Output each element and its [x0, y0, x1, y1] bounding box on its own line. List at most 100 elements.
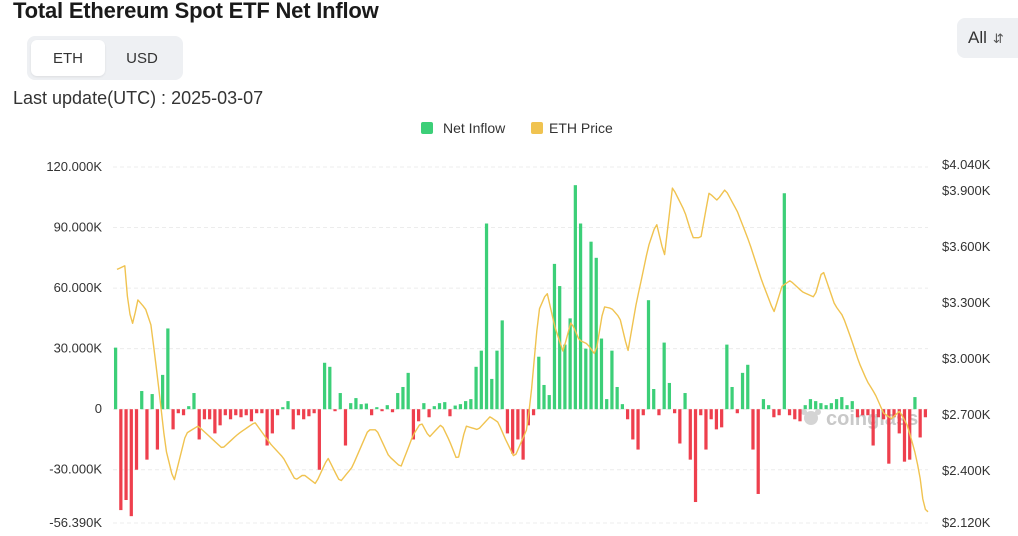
- inflow-bar: [291, 409, 295, 430]
- inflow-bar: [730, 386, 734, 410]
- inflow-bar: [913, 397, 917, 410]
- inflow-bar: [187, 406, 191, 410]
- inflow-bar: [197, 409, 201, 440]
- inflow-bar: [380, 409, 384, 412]
- inflow-bar: [767, 405, 771, 410]
- time-range-select[interactable]: All ⇵: [957, 18, 1018, 58]
- inflow-bar: [834, 399, 839, 410]
- unit-toggle: ETH USD: [27, 36, 183, 80]
- inflow-bar: [625, 409, 630, 420]
- left-tick-label: 90.000K: [54, 220, 103, 235]
- inflow-bar: [129, 409, 133, 517]
- inflow-bar: [657, 409, 661, 416]
- inflow-bar: [897, 409, 901, 434]
- inflow-bar: [349, 403, 353, 410]
- inflow-bar: [265, 409, 269, 446]
- inflow-bar: [385, 405, 389, 410]
- inflow-bar: [213, 409, 217, 434]
- inflow-bar: [474, 366, 478, 410]
- inflow-bar: [239, 409, 243, 418]
- inflow-bar: [202, 409, 207, 420]
- inflow-bar: [281, 407, 285, 410]
- inflow-bar: [302, 409, 306, 420]
- inflow-bar: [845, 405, 849, 410]
- inflow-bar: [422, 403, 426, 410]
- inflow-bar: [396, 393, 400, 410]
- inflow-bar: [458, 404, 463, 410]
- inflow-bar: [578, 223, 583, 410]
- inflow-bar: [218, 409, 222, 426]
- inflow-bar: [808, 399, 813, 410]
- inflow-bar: [746, 364, 750, 410]
- left-tick-label: 30.000K: [54, 341, 103, 356]
- inflow-bar: [829, 403, 833, 410]
- inflow-bar: [594, 257, 598, 410]
- inflow-bar: [892, 409, 896, 418]
- inflow-bar: [819, 403, 823, 410]
- inflow-bar: [155, 409, 160, 450]
- inflow-bar: [787, 409, 792, 416]
- chevron-updown-icon: ⇵: [992, 30, 1004, 46]
- chart-grid: [113, 166, 928, 524]
- eth-price-line: [116, 187, 929, 513]
- right-tick-label: $3.000K: [942, 351, 991, 366]
- inflow-bar: [479, 350, 483, 410]
- inflow-bar: [255, 409, 259, 414]
- inflow-bar: [876, 409, 880, 418]
- inflow-bar: [495, 350, 499, 410]
- inflow-bar: [359, 404, 363, 410]
- inflow-bar: [223, 409, 227, 416]
- left-axis: 120.000K 90.000K 60.000K 30.000K 0 -30.000K -5…: [46, 159, 102, 530]
- inflow-bar: [761, 399, 766, 410]
- left-tick-label: 60.000K: [54, 280, 103, 295]
- inflow-bar: [427, 409, 431, 418]
- inflow-bar: [244, 409, 248, 416]
- legend-item-net-inflow[interactable]: Net Inflow: [421, 120, 506, 136]
- inflow-bar: [464, 401, 468, 410]
- last-update-label: Last update(UTC) :: [13, 88, 172, 108]
- inflow-bar: [552, 263, 557, 410]
- legend-label-net-inflow: Net Inflow: [443, 120, 506, 136]
- inflow-bar: [923, 409, 928, 418]
- inflow-bar: [704, 409, 708, 450]
- inflow-bar: [453, 405, 457, 410]
- inflow-bar: [437, 403, 442, 410]
- unit-usd-button[interactable]: USD: [126, 49, 158, 67]
- unit-eth-button[interactable]: ETH: [31, 40, 105, 76]
- inflow-bar: [443, 402, 447, 410]
- right-tick-label: $2.400K: [942, 463, 991, 478]
- legend-swatch-net-inflow: [421, 122, 433, 134]
- chart-title: Total Ethereum Spot ETF Net Inflow: [13, 0, 379, 23]
- inflow-bar: [798, 409, 802, 422]
- inflow-bar: [673, 409, 677, 414]
- left-tick-label: -56.390K: [49, 515, 102, 530]
- inflow-bar: [599, 338, 604, 410]
- inflow-bar: [573, 185, 577, 410]
- inflow-bar: [793, 409, 797, 420]
- inflow-bar: [270, 409, 274, 434]
- inflow-bar: [887, 409, 891, 464]
- inflow-bar: [568, 318, 572, 410]
- right-tick-label: $3.900K: [942, 183, 991, 198]
- inflow-bar: [615, 386, 619, 410]
- inflow-bar: [537, 356, 541, 410]
- inflow-bar: [145, 409, 149, 460]
- inflow-bar: [312, 409, 316, 414]
- time-range-value: All: [968, 28, 987, 47]
- inflow-bar: [740, 372, 745, 410]
- inflow-bar: [683, 393, 687, 410]
- inflow-bar: [354, 398, 358, 410]
- inflow-bar: [521, 409, 525, 460]
- inflow-bar: [631, 409, 635, 440]
- inflow-bar: [432, 406, 436, 410]
- inflow-bar: [390, 409, 395, 413]
- inflow-bar: [610, 350, 614, 410]
- legend-item-eth-price[interactable]: ETH Price: [531, 120, 613, 136]
- inflow-bar: [417, 409, 421, 422]
- inflow-bar: [260, 409, 264, 414]
- right-tick-label: $3.600K: [942, 239, 991, 254]
- inflow-bar: [406, 372, 410, 410]
- inflow-bar: [803, 405, 807, 410]
- inflow-bar: [667, 382, 672, 410]
- inflow-bar: [275, 409, 280, 416]
